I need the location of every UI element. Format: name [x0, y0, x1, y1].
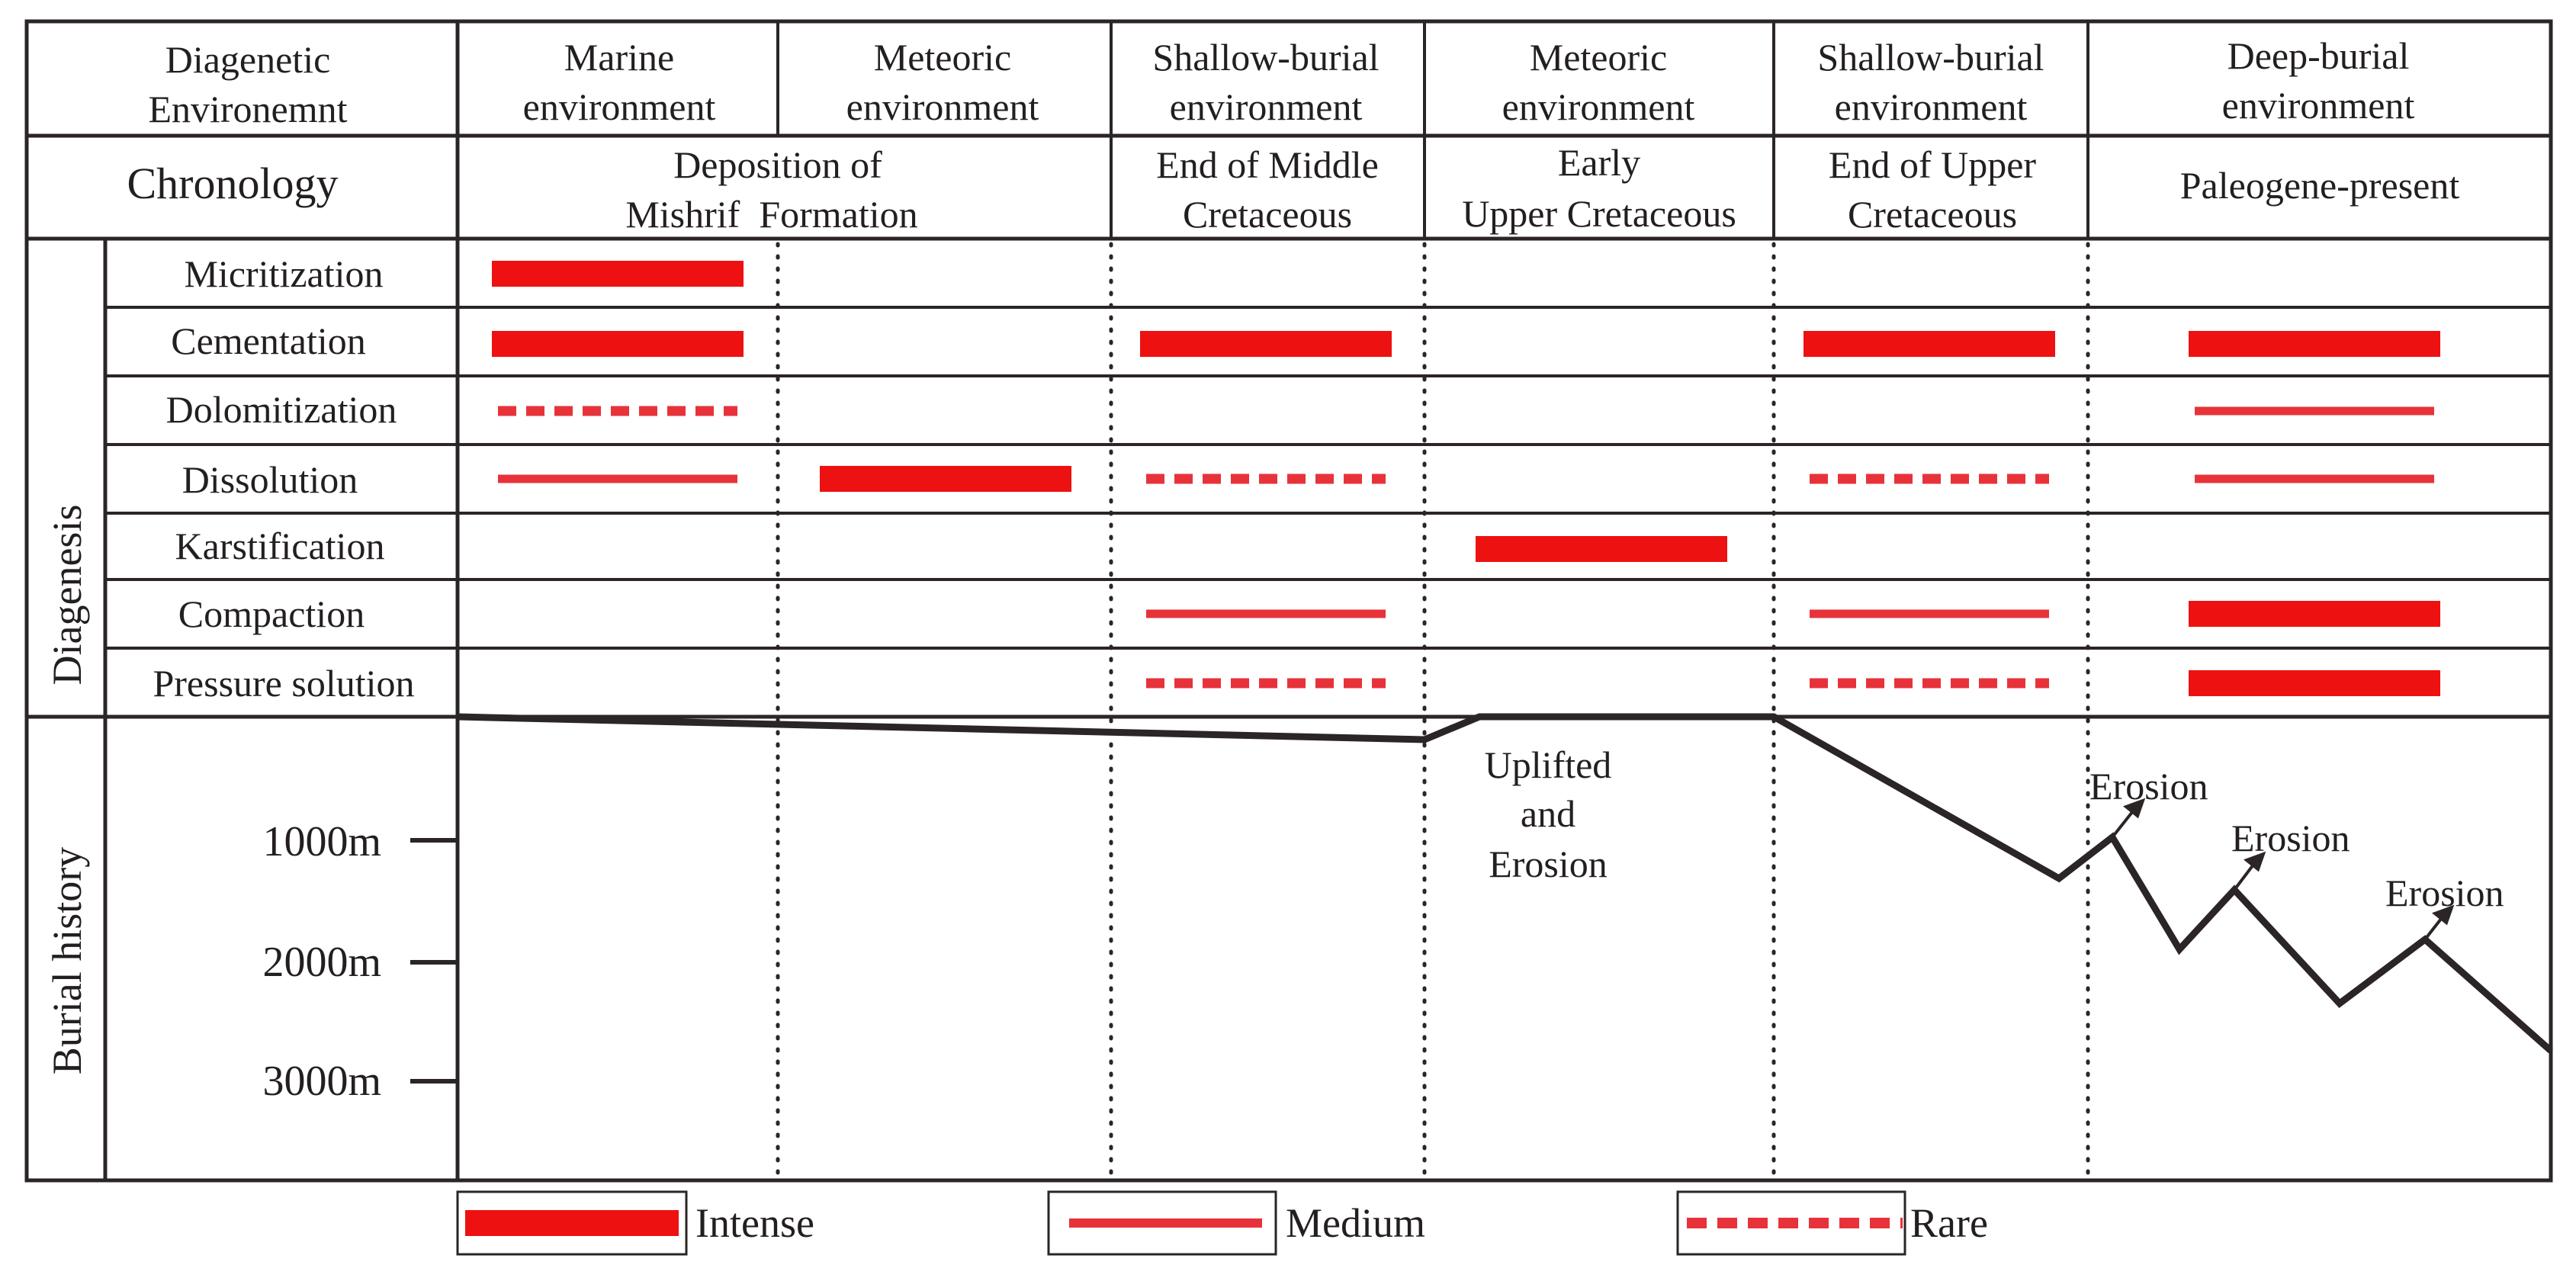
- compaction-intense-bar: [2189, 601, 2440, 627]
- chron-mid-cret-line1: End of Middle: [1156, 143, 1379, 186]
- chron-mishrif-line2: Mishrif Formation: [625, 193, 917, 236]
- header-text: Diagenetic Environemnt Chronology Marine…: [127, 34, 2459, 236]
- process-label-micritization: Micritization: [184, 252, 383, 295]
- depth-label-3000: 3000m: [262, 1058, 381, 1105]
- pressure-solution-intense-bar: [2189, 670, 2440, 696]
- legend-rare-label: Rare: [1910, 1200, 1988, 1246]
- env-deep-line2: environment: [2222, 84, 2415, 127]
- chron-upper-cret-line1: End of Upper: [1829, 143, 2036, 186]
- process-bars: [492, 261, 2440, 696]
- dotted-column-dividers: [776, 242, 2090, 1183]
- env-shallow-1-line2: environment: [1170, 85, 1363, 128]
- legend: Intense Medium Rare: [456, 1190, 1988, 1256]
- diagenetic-label-line2: Environemnt: [148, 88, 347, 130]
- env-meteoric-2-line2: environment: [1502, 85, 1695, 128]
- erosion-arrowhead: [2243, 851, 2266, 872]
- erosion-arrows: [2111, 798, 2455, 941]
- chron-upper-cret-line2: Cretaceous: [1848, 193, 2017, 236]
- depth-label-1000: 1000m: [262, 818, 381, 865]
- diagenetic-label-line1: Diagenetic: [165, 38, 331, 81]
- chron-paleogene: Paleogene-present: [2180, 164, 2460, 207]
- chronology-label: Chronology: [127, 159, 338, 208]
- env-marine-line2: environment: [523, 85, 716, 128]
- env-deep-line1: Deep-burial: [2228, 34, 2410, 77]
- dissolution-intense-bar: [820, 466, 1071, 492]
- chron-early-upper-line1: Early: [1558, 141, 1640, 184]
- legend-medium-box: [1047, 1190, 1277, 1256]
- burial-section-label: Burial history: [44, 847, 90, 1074]
- micritization-intense-bar: [492, 261, 744, 287]
- table-grid: [24, 19, 2553, 1183]
- cementation-intense-bar: [1804, 331, 2055, 357]
- uplift-annotation-line1: Uplifted: [1485, 743, 1612, 786]
- process-label-dolomitization: Dolomitization: [166, 388, 397, 431]
- erosion-label-3: Erosion: [2385, 872, 2504, 914]
- env-shallow-2-line2: environment: [1835, 85, 2028, 128]
- cementation-intense-bar: [2189, 331, 2440, 357]
- diagenesis-section-label: Diagenesis: [44, 505, 90, 685]
- erosion-arrowhead: [2431, 904, 2455, 926]
- env-marine-line1: Marine: [564, 36, 674, 79]
- chron-early-upper-line2: Upper Cretaceous: [1462, 192, 1736, 235]
- legend-intense: Intense: [456, 1190, 814, 1256]
- process-labels: Micritization Cementation Dolomitization…: [153, 252, 414, 705]
- env-meteoric-1-line1: Meteoric: [874, 36, 1011, 79]
- legend-medium: Medium: [1047, 1190, 1425, 1256]
- process-label-karstification: Karstification: [175, 525, 385, 567]
- cementation-intense-bar: [492, 331, 744, 357]
- erosion-arrow: [2111, 807, 2137, 839]
- cementation-intense-bar: [1140, 331, 1392, 357]
- legend-intense-swatch: [465, 1210, 679, 1236]
- process-label-compaction: Compaction: [178, 592, 365, 635]
- env-meteoric-1-line2: environment: [846, 85, 1039, 128]
- legend-rare-box: [1676, 1190, 1906, 1256]
- process-label-dissolution: Dissolution: [182, 458, 358, 501]
- erosion-arrowhead: [2122, 798, 2146, 819]
- process-label-cementation: Cementation: [171, 319, 366, 362]
- depth-label-2000: 2000m: [262, 939, 381, 986]
- legend-intense-label: Intense: [695, 1200, 814, 1246]
- env-meteoric-2-line1: Meteoric: [1530, 36, 1667, 79]
- table-outer-border: [24, 19, 2553, 1183]
- process-label-pressure-solution: Pressure solution: [153, 662, 414, 705]
- depth-axis: [410, 838, 458, 1084]
- karstification-intense-bar: [1476, 536, 1727, 562]
- uplift-annotation-line3: Erosion: [1489, 843, 1608, 885]
- env-shallow-2-line1: Shallow-burial: [1817, 36, 2044, 79]
- chron-mishrif-line1: Deposition of: [673, 143, 882, 186]
- erosion-label-2: Erosion: [2231, 817, 2350, 859]
- chron-mid-cret-line2: Cretaceous: [1183, 193, 1352, 236]
- legend-medium-label: Medium: [1286, 1200, 1425, 1246]
- depth-labels: 1000m 2000m 3000m: [262, 818, 381, 1105]
- burial-annotations: Uplifted and Erosion Erosion Erosion Ero…: [1485, 743, 2504, 914]
- env-shallow-1-line1: Shallow-burial: [1152, 36, 1379, 79]
- uplift-annotation-line2: and: [1521, 792, 1575, 835]
- erosion-label-1: Erosion: [2089, 765, 2208, 807]
- legend-intense-box: [456, 1190, 688, 1256]
- legend-rare: Rare: [1676, 1190, 1988, 1256]
